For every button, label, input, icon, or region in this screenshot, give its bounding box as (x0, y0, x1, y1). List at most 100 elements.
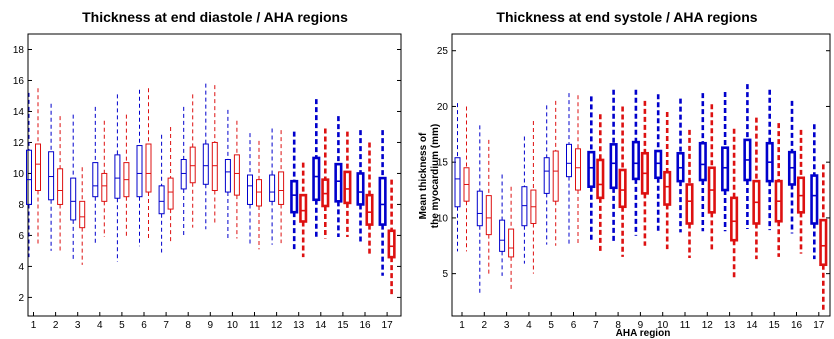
y-tick-label: 14 (13, 107, 25, 118)
box-series-a-region-10 (654, 94, 663, 232)
x-tick-label: 15 (337, 320, 349, 331)
box-iqr (387, 229, 396, 259)
box-iqr (566, 143, 572, 178)
box-series-a-region-1 (26, 92, 32, 258)
box-iqr (476, 190, 483, 227)
x-tick-label: 8 (615, 320, 621, 331)
box-iqr (92, 162, 99, 198)
y-tick-label: 12 (13, 138, 25, 149)
box-series-a-region-10 (224, 109, 231, 239)
box-series-b-region-15 (774, 123, 783, 257)
chart-title: Thickness at end diastole / AHA regions (82, 9, 348, 25)
box-iqr (609, 143, 618, 190)
y-tick-label: 10 (13, 169, 25, 180)
box-series-b-region-13 (299, 162, 308, 258)
box-series-a-region-5 (114, 94, 121, 262)
box-iqr (543, 157, 550, 194)
box-series-a-region-12 (269, 128, 276, 245)
box-iqr (189, 146, 196, 184)
box-series-a-region-3 (70, 114, 77, 262)
box-series-a-region-3 (499, 174, 506, 276)
x-tick-label: 16 (359, 320, 371, 331)
box-iqr (365, 193, 374, 226)
x-tick-label: 3 (75, 320, 81, 331)
plot-frame (451, 33, 831, 317)
box-series-a-region-6 (136, 89, 143, 247)
x-tick-label: 14 (746, 320, 758, 331)
box-series-a-region-17 (378, 130, 387, 276)
x-tick-label: 4 (97, 320, 103, 331)
box-series-a-region-2 (476, 125, 483, 294)
box-series-a-region-17 (810, 124, 819, 260)
box-series-b-region-4 (530, 120, 537, 274)
systole-chart: Thickness at end systole / AHA regions M… (418, 9, 831, 339)
box-series-a-region-6 (566, 93, 572, 245)
box-iqr (167, 177, 174, 210)
y-tick-label: 15 (437, 158, 449, 169)
box-series-b-region-2 (485, 139, 492, 274)
box-series-a-region-11 (247, 133, 253, 247)
y-tick-label: 20 (437, 102, 449, 113)
x-tick-label: 16 (791, 320, 803, 331)
diastole-chart: Thickness at end diastole / AHA regions … (13, 9, 402, 331)
x-tick-label: 10 (227, 320, 239, 331)
box-iqr (247, 174, 253, 205)
box-series-b-region-15 (343, 131, 352, 237)
box-series-a-region-13 (721, 91, 730, 232)
x-tick-label: 2 (53, 320, 59, 331)
x-tick-label: 7 (163, 320, 169, 331)
box-series-a-region-9 (631, 89, 640, 236)
box-series-b-region-11 (256, 140, 262, 250)
box-series-b-region-8 (618, 106, 627, 257)
box-series-b-region-9 (211, 85, 218, 224)
box-iqr (631, 140, 640, 181)
box-iqr (312, 156, 321, 202)
box-iqr (79, 200, 86, 229)
box-iqr (730, 196, 739, 242)
box-series-b-region-16 (365, 142, 374, 256)
x-tick-label: 12 (702, 320, 714, 331)
y-axis-label-line-2: the myocardium (mm) (430, 124, 441, 228)
box-iqr (233, 154, 240, 196)
box-iqr (269, 174, 276, 202)
box-iqr (698, 141, 707, 182)
box-series-b-region-13 (730, 128, 739, 280)
y-tick-label: 8 (18, 200, 24, 211)
chart-title: Thickness at end systole / AHA regions (496, 9, 757, 25)
x-tick-label: 9 (638, 320, 644, 331)
box-series-b-region-3 (79, 167, 86, 265)
x-tick-label: 17 (813, 320, 825, 331)
box-iqr (35, 143, 41, 191)
x-tick-label: 5 (548, 320, 554, 331)
box-iqr (48, 151, 55, 201)
box-series-b-region-12 (278, 130, 285, 244)
box-series-a-region-13 (290, 131, 299, 251)
box-series-a-region-8 (180, 106, 187, 236)
y-tick-label: 4 (18, 262, 24, 273)
box-series-b-region-17 (819, 164, 828, 313)
box-iqr (663, 170, 672, 206)
box-iqr (70, 177, 77, 221)
x-tick-label: 13 (724, 320, 736, 331)
box-series-a-region-16 (356, 130, 365, 242)
box-iqr (224, 159, 231, 193)
box-series-a-region-15 (334, 116, 343, 237)
box-iqr (685, 183, 694, 225)
x-tick-label: 3 (504, 320, 510, 331)
box-series-b-region-10 (663, 112, 672, 250)
box-iqr (343, 170, 352, 205)
box-series-b-region-1 (463, 106, 470, 252)
box-iqr (136, 145, 143, 198)
box-iqr (278, 171, 285, 205)
x-tick-label: 6 (571, 320, 577, 331)
x-tick-label: 12 (271, 320, 283, 331)
box-iqr (575, 148, 581, 191)
box-series-b-region-10 (233, 120, 240, 239)
box-series-b-region-5 (552, 100, 559, 246)
box-series-b-region-14 (321, 128, 330, 239)
x-tick-label: 11 (680, 320, 691, 331)
box-iqr (587, 150, 596, 189)
box-iqr (485, 195, 492, 236)
box-series-a-region-11 (676, 98, 685, 233)
